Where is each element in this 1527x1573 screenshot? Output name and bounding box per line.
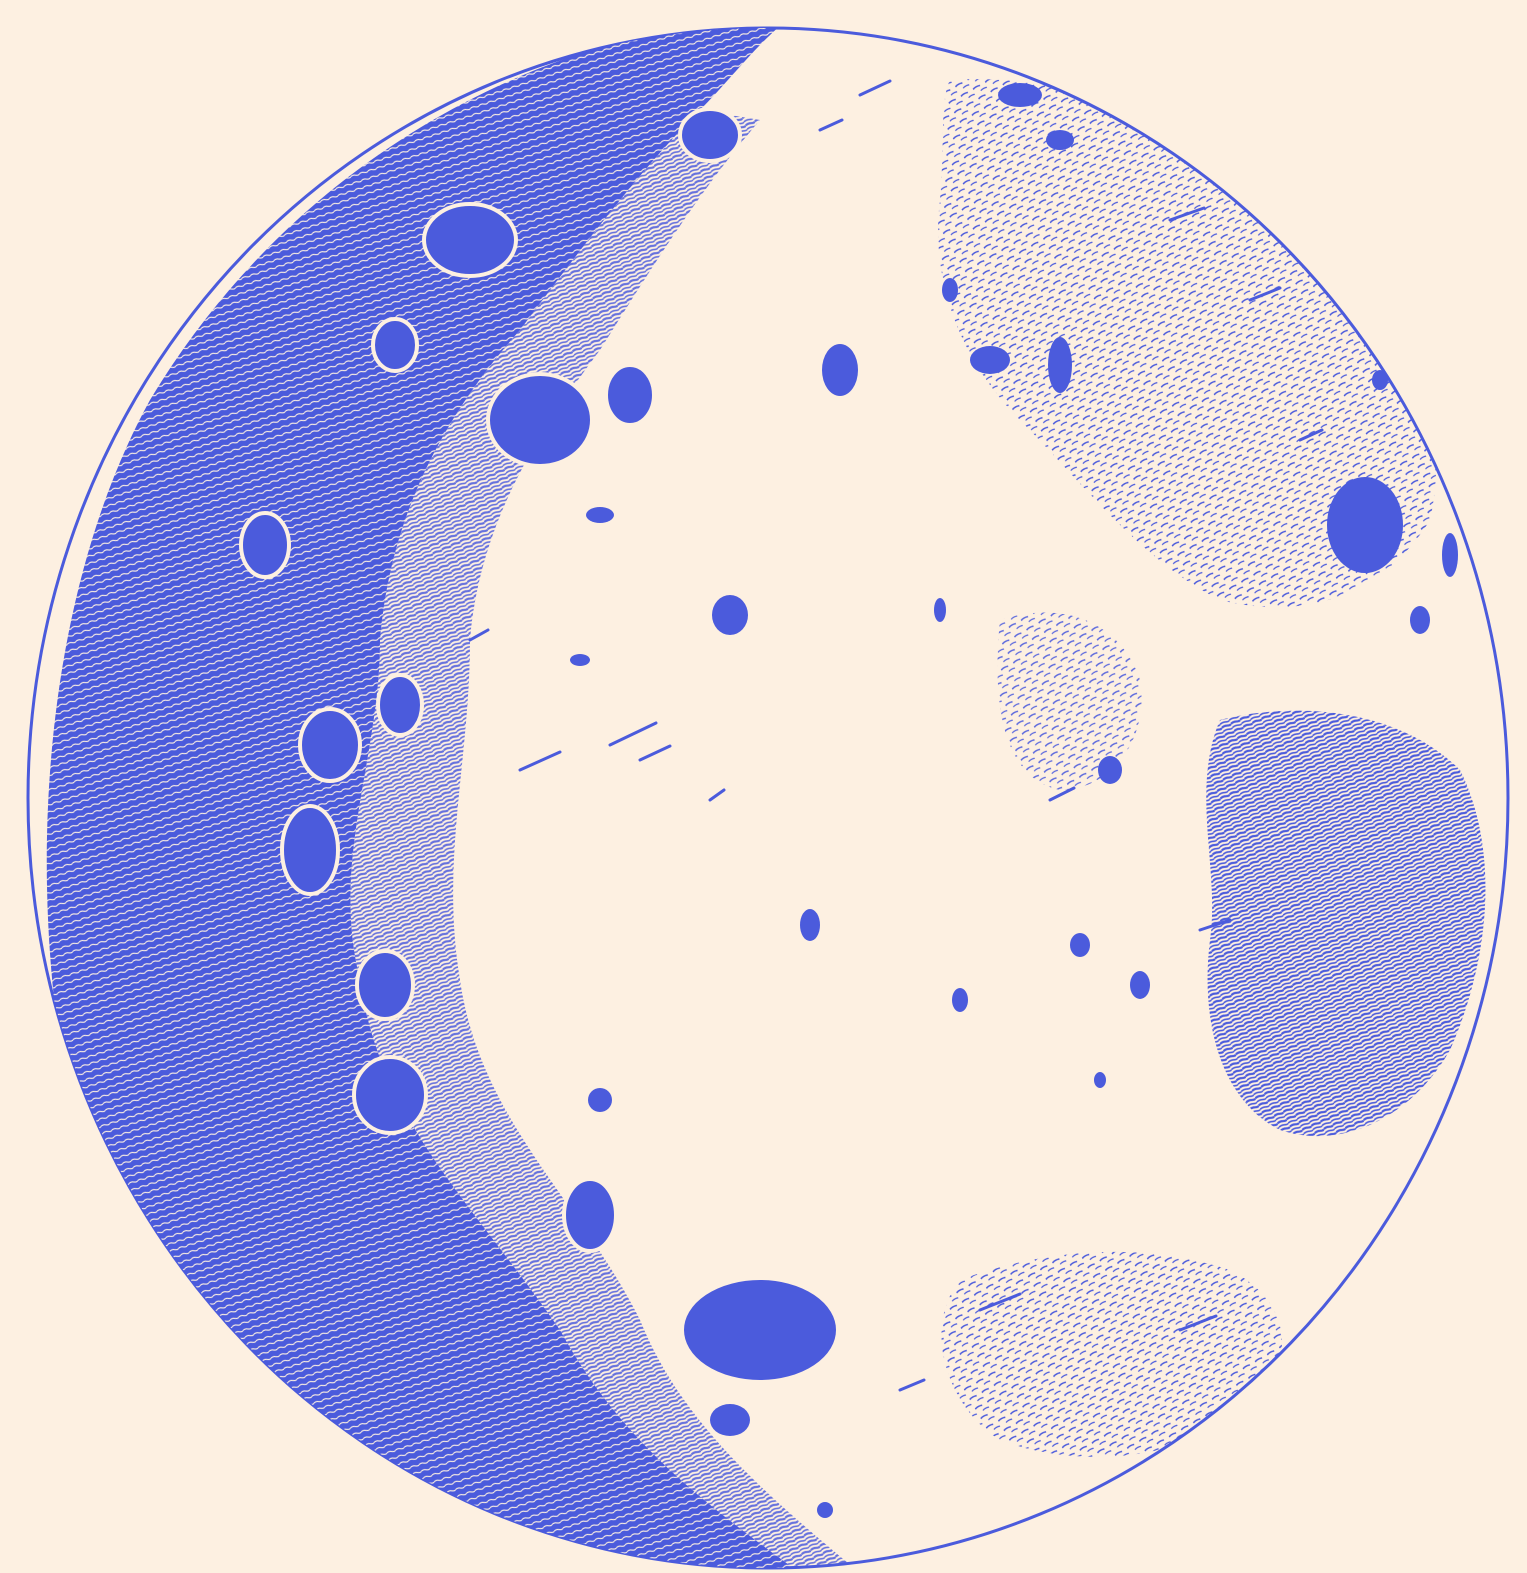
mare-lower-right [941, 1251, 1283, 1457]
surface-specks [570, 83, 1458, 1518]
terminator-shadow-edge [350, 110, 860, 1568]
mare-center-right [997, 612, 1142, 790]
mare-right [1206, 710, 1486, 1137]
terminator-craters [239, 107, 840, 1384]
surface-strokes [468, 79, 1324, 1392]
mare-upper-right [938, 79, 1437, 608]
terminator-shadow [46, 28, 800, 1568]
